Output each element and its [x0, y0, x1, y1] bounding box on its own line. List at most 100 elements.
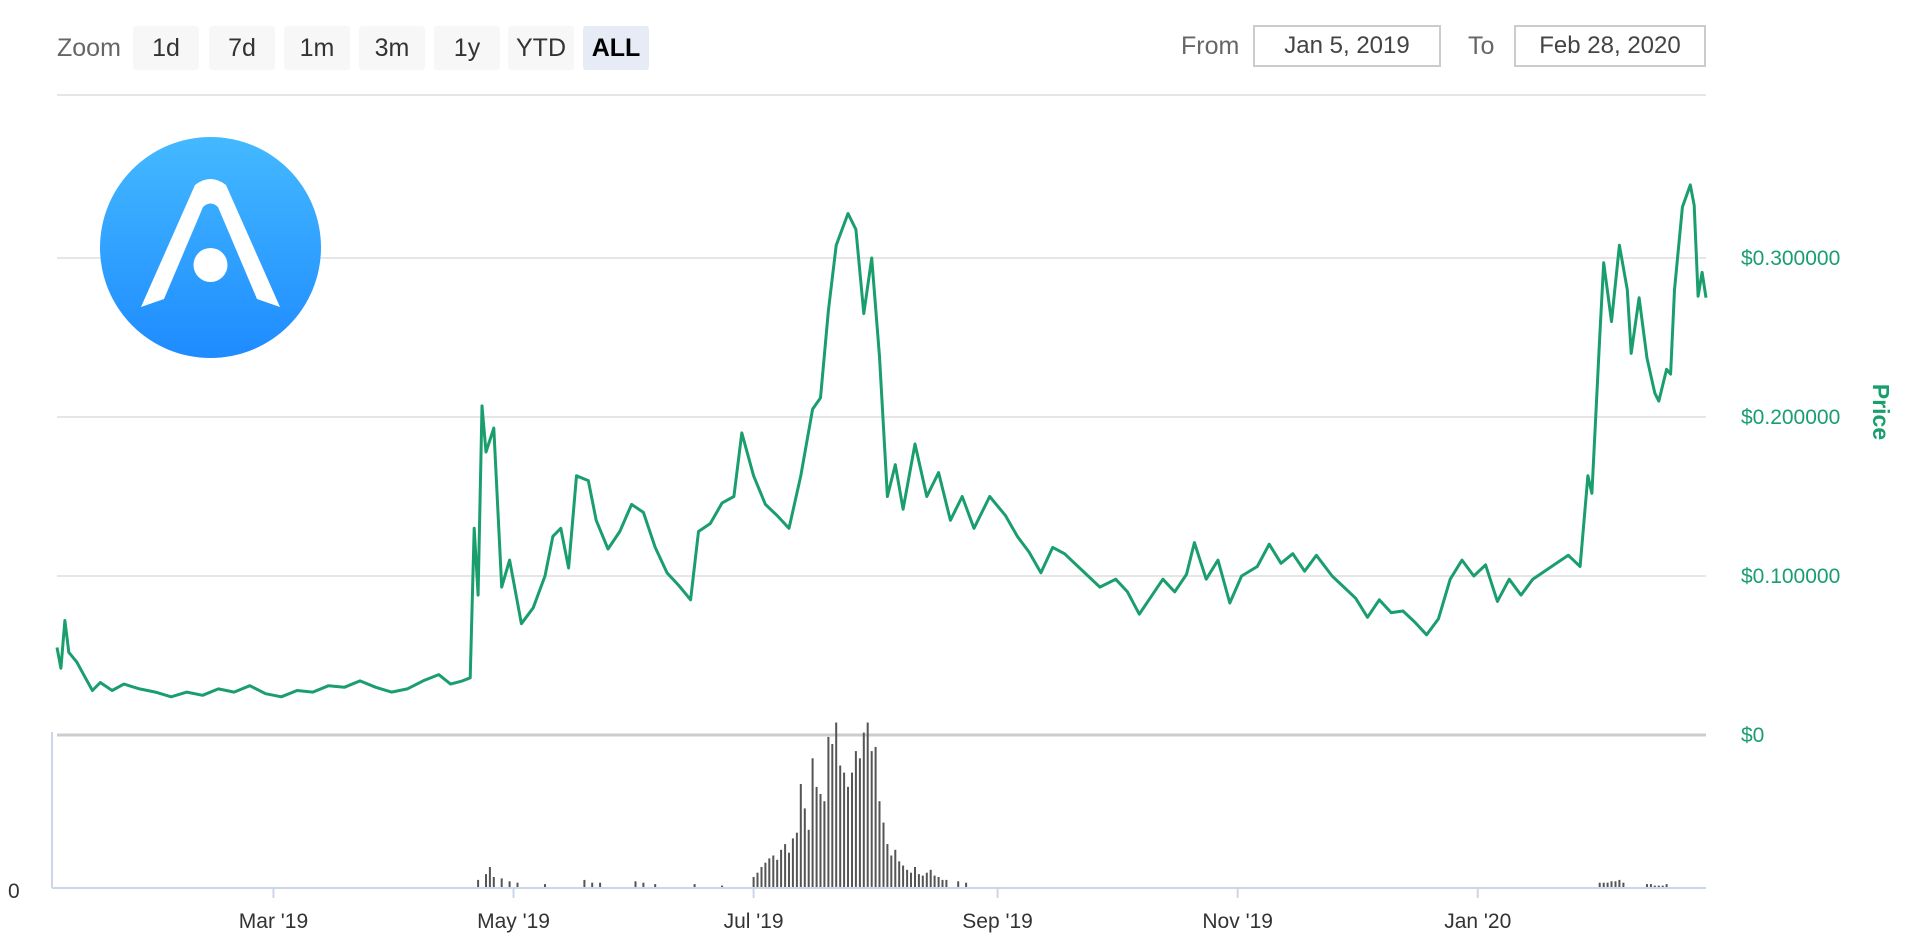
volume-bar [492, 877, 495, 887]
volume-bar [654, 884, 657, 887]
x-axis-tick-label: Nov '19 [1202, 910, 1273, 933]
x-axis-tick-label: Mar '19 [239, 910, 308, 933]
volume-bar [791, 838, 794, 887]
volume-bar [929, 869, 932, 887]
volume-bar [516, 882, 519, 887]
x-axis-tick-label: Jan '20 [1444, 910, 1511, 933]
volume-bar [1598, 882, 1601, 887]
arch-logo-icon [100, 137, 321, 358]
volume-bar [894, 849, 897, 887]
volume-bar [851, 772, 853, 887]
volume-bar [827, 736, 830, 888]
volume-bar [780, 849, 783, 887]
volume-bars [477, 722, 1668, 888]
volume-bar [870, 751, 873, 887]
volume-bar [957, 881, 960, 887]
volume-bar [815, 786, 818, 887]
volume-bar [1665, 884, 1668, 887]
volume-bar [544, 884, 546, 887]
volume-bar [878, 801, 881, 887]
volume-bar [477, 879, 480, 887]
volume-bar [921, 875, 924, 887]
price-axis-ticks: $0 $0.100000 $0.200000 $0.300000 [1741, 247, 1840, 747]
volume-bar [945, 879, 948, 887]
volume-bar [1649, 884, 1652, 887]
x-axis-tick-label: Jul '19 [724, 910, 784, 933]
zoom-1m-button[interactable]: 1m [284, 26, 350, 70]
volume-bar [642, 882, 645, 887]
volume-bar [882, 822, 885, 887]
volume-bar [902, 865, 905, 887]
from-label: From [1181, 32, 1240, 60]
volume-bar [874, 746, 877, 887]
volume-bar [937, 877, 940, 887]
volume-bar [1610, 881, 1613, 887]
zoom-ytd-button[interactable]: YTD [508, 26, 574, 70]
volume-bar [866, 722, 869, 887]
volume-bar [847, 786, 849, 887]
volume-bar [917, 874, 920, 887]
volume-bar [819, 794, 822, 887]
zoom-1d-button[interactable]: 1d [133, 26, 199, 70]
volume-bar [488, 867, 491, 887]
volume-bar [772, 855, 775, 887]
from-date-input[interactable]: Jan 5, 2019 [1253, 25, 1441, 67]
volume-bar [1622, 882, 1625, 887]
volume-bar [752, 877, 755, 887]
volume-bar [721, 885, 724, 887]
volume-bar [803, 808, 806, 887]
volume-bar [1646, 884, 1648, 887]
volume-bar [784, 844, 787, 887]
price-line [55, 183, 1708, 699]
volume-bar [835, 722, 838, 887]
to-date-input[interactable]: Feb 28, 2020 [1514, 25, 1706, 67]
volume-bar [1606, 882, 1609, 887]
volume-bar [886, 844, 889, 887]
volume-bar [823, 801, 826, 887]
volume-bar [910, 872, 912, 887]
x-axis-tick-label: May '19 [477, 910, 550, 933]
volume-bar [591, 882, 594, 887]
volume-bar [1614, 881, 1617, 887]
volume-bar [858, 758, 861, 887]
volume-bar [890, 855, 893, 887]
volume-bar [1653, 885, 1656, 887]
volume-bar [485, 874, 487, 887]
volume-bar [756, 872, 759, 887]
volume-bar [583, 879, 586, 887]
volume-bar [1657, 885, 1660, 887]
price-axis-tick: $0 [1741, 724, 1764, 747]
volume-bar [906, 869, 909, 887]
to-label: To [1468, 32, 1495, 60]
volume-bar [941, 879, 944, 887]
volume-bar [807, 829, 810, 887]
volume-bar [933, 875, 936, 887]
volume-bar [854, 751, 857, 887]
zoom-7d-button[interactable]: 7d [209, 26, 275, 70]
volume-bar [1661, 885, 1664, 887]
volume-bar [795, 832, 798, 887]
volume-bar [843, 772, 846, 887]
volume-bar [776, 859, 779, 887]
price-axis-tick: $0.300000 [1741, 247, 1840, 270]
volume-bar [768, 858, 771, 887]
volume-bar [500, 878, 503, 887]
price-axis-tick: $0.100000 [1741, 565, 1840, 588]
volume-bar [760, 867, 763, 887]
range-selector-toolbar: Zoom 1d 7d 1m 3m 1y YTD ALL From Jan 5, … [0, 0, 1910, 90]
zoom-all-button[interactable]: ALL [583, 26, 649, 70]
volume-bar [764, 862, 767, 887]
volume-bar [862, 732, 865, 887]
volume-bar [925, 872, 928, 887]
zoom-1y-button[interactable]: 1y [434, 26, 500, 70]
zoom-3m-button[interactable]: 3m [359, 26, 425, 70]
volume-axis-tick: 0 [8, 880, 20, 903]
volume-bar [965, 882, 968, 887]
volume-bar [1618, 879, 1621, 887]
volume-bar [914, 867, 916, 887]
price-axis-title: Price [1868, 384, 1894, 440]
volume-bar [831, 744, 834, 887]
price-axis-tick: $0.200000 [1741, 406, 1840, 429]
volume-bar [693, 884, 696, 887]
